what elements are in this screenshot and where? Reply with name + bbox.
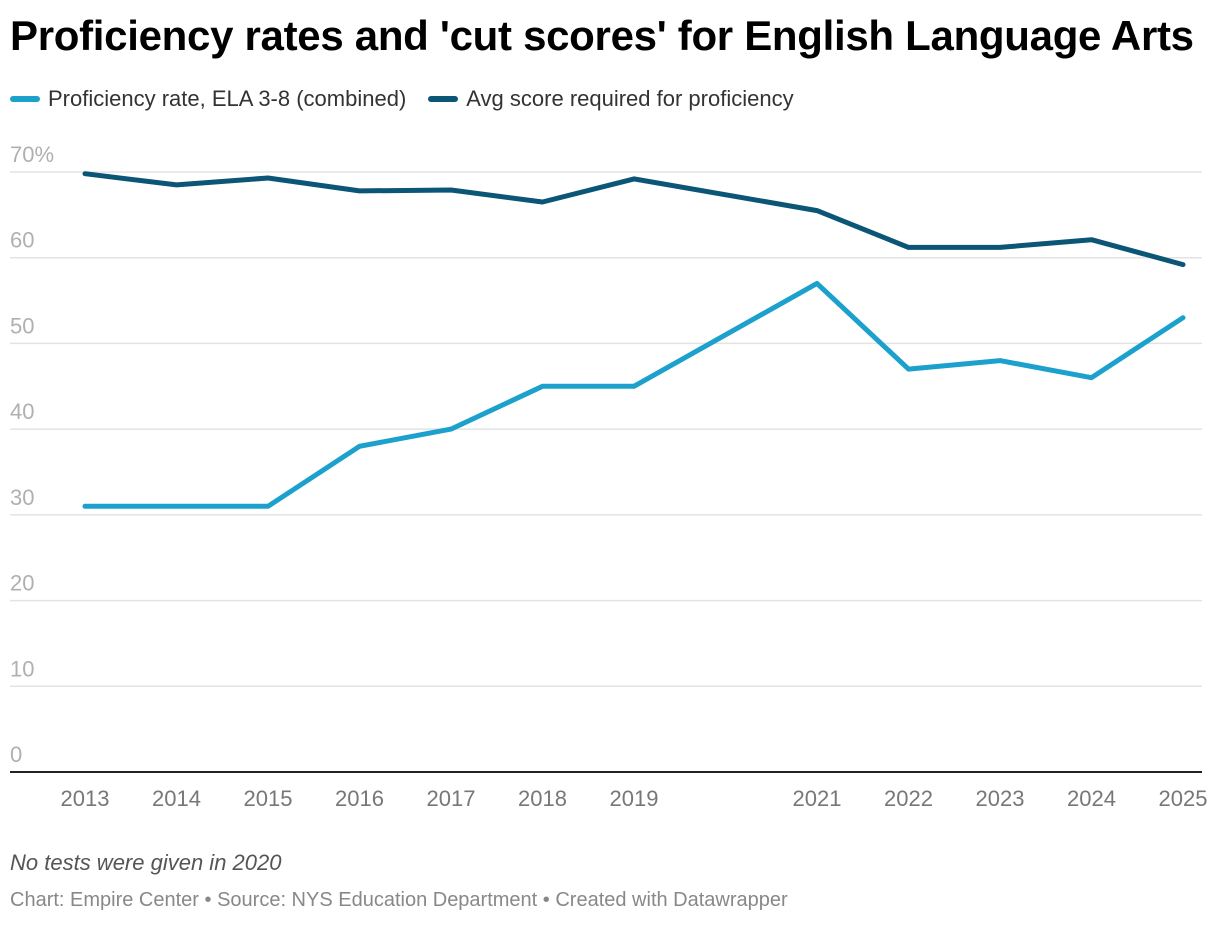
- x-tick-label: 2017: [427, 786, 476, 811]
- x-tick-label: 2022: [884, 786, 933, 811]
- x-tick-label: 2014: [152, 786, 201, 811]
- x-tick-label: 2015: [244, 786, 293, 811]
- chart-title: Proficiency rates and 'cut scores' for E…: [10, 12, 1194, 59]
- y-tick-label: 60: [10, 228, 34, 253]
- y-tick-label: 50: [10, 313, 34, 338]
- y-tick-label: 40: [10, 399, 34, 424]
- x-tick-label: 2025: [1159, 786, 1208, 811]
- legend-item-proficiency-rate: Proficiency rate, ELA 3-8 (combined): [10, 86, 406, 112]
- y-tick-label: 70%: [10, 142, 54, 167]
- y-tick-label: 20: [10, 571, 34, 596]
- legend-item-cut-score: Avg score required for proficiency: [428, 86, 794, 112]
- series-line-proficiency-rate: [82, 280, 1186, 509]
- y-tick-label: 10: [10, 656, 34, 681]
- legend-label-cut-score: Avg score required for proficiency: [466, 86, 794, 111]
- x-tick-label: 2023: [976, 786, 1025, 811]
- y-tick-label: 30: [10, 485, 34, 510]
- chart-note: No tests were given in 2020: [10, 850, 282, 875]
- x-tick-label: 2018: [518, 786, 567, 811]
- chart-footer: Chart: Empire Center • Source: NYS Educa…: [10, 889, 788, 911]
- series-line-cut-score: [82, 171, 1186, 268]
- x-tick-label: 2016: [335, 786, 384, 811]
- legend: Proficiency rate, ELA 3-8 (combined) Avg…: [10, 86, 816, 112]
- y-tick-label: 0: [10, 742, 22, 767]
- legend-swatch-cut-score: [428, 96, 459, 102]
- line-chart: 0 10 20 30 40 50 60 70% 2013 2014 2015 2016 2017 2018…: [10, 142, 1208, 811]
- x-tick-label: 2013: [61, 786, 110, 811]
- legend-label-proficiency-rate: Proficiency rate, ELA 3-8 (combined): [48, 86, 407, 111]
- legend-swatch-proficiency-rate: [10, 96, 40, 102]
- x-tick-label: 2019: [610, 786, 659, 811]
- x-tick-label: 2024: [1067, 786, 1116, 811]
- x-tick-label: 2021: [793, 786, 842, 811]
